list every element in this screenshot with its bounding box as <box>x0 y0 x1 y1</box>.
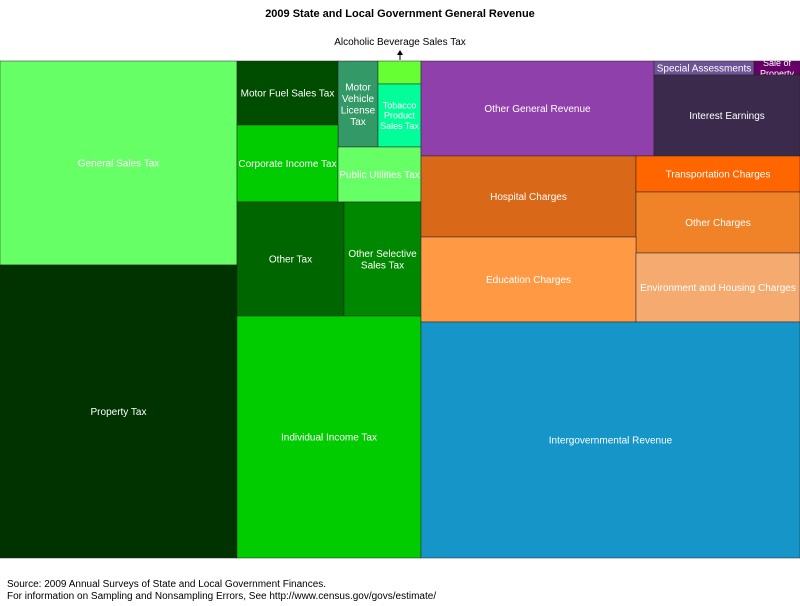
tile-rect <box>236 124 339 203</box>
tile-rect <box>236 315 422 559</box>
tile-rect <box>377 83 422 148</box>
tile-label: Interest Earnings <box>689 111 765 122</box>
tile-tobacco-product-sales-tax: Tobacco Product Sales Tax <box>377 83 422 148</box>
tile-motor-fuel-sales-tax: Motor Fuel Sales Tax <box>236 60 339 126</box>
tile-hospital-charges: Hospital Charges <box>420 155 637 238</box>
tile-label: Education Charges <box>486 275 571 286</box>
tile-label: Other General Revenue <box>484 104 591 115</box>
tile-motor-vehicle-license-tax: Motor Vehicle License Tax <box>337 60 379 148</box>
tile-label: Environment and Housing Charges <box>640 283 796 294</box>
tile-label: Corporate Income Tax <box>238 159 336 170</box>
tile-corporate-income-tax: Corporate Income Tax <box>236 124 339 203</box>
tile-intergovernmental-revenue: Intergovernmental Revenue <box>420 321 800 559</box>
tile-rect <box>420 236 637 323</box>
tile-label: Sale of Property <box>760 58 795 78</box>
tile-label: Other Charges <box>685 218 751 229</box>
tile-rect <box>343 201 422 317</box>
tile-other-selective-sales-tax: Other Selective Sales Tax <box>343 201 422 317</box>
tile-interest-earnings: Interest Earnings <box>653 74 800 157</box>
tile-other-tax: Other Tax <box>236 201 345 317</box>
tile-label: Special Assessments <box>657 64 752 75</box>
treemap-chart: General Sales Tax Property Tax Motor Fuel … <box>0 37 800 559</box>
tile-rect <box>377 60 422 85</box>
alcoholic-beverage-callout: Alcoholic Beverage Sales Tax <box>334 37 466 60</box>
tile-general-sales-tax: General Sales Tax <box>0 60 238 266</box>
tile-rect <box>635 155 800 193</box>
tile-rect <box>653 74 800 157</box>
tile-individual-income-tax: Individual Income Tax <box>236 315 422 559</box>
callout-label: Alcoholic Beverage Sales Tax <box>334 37 466 48</box>
tile-label: Individual Income Tax <box>281 433 377 444</box>
tile-label: Hospital Charges <box>490 192 567 203</box>
tile-other-charges: Other Charges <box>635 191 800 254</box>
tile-rect <box>420 321 800 559</box>
tile-education-charges: Education Charges <box>420 236 637 323</box>
tile-rect <box>0 264 238 559</box>
tile-public-utilities-tax: Public Utilities Tax <box>337 146 422 203</box>
tile-alcoholic-beverage-sales-tax <box>377 60 422 85</box>
tile-rect <box>236 201 345 317</box>
footer: Source: 2009 Annual Surveys of State and… <box>7 579 436 603</box>
tile-label: Property Tax <box>91 407 147 418</box>
tile-rect <box>635 252 800 323</box>
tile-transportation-charges: Transportation Charges <box>635 155 800 193</box>
tile-rect <box>420 155 637 238</box>
tile-rect <box>0 60 238 266</box>
tile-special-assessments: Special Assessments <box>653 60 755 76</box>
tile-environment-and-housing-charges: Environment and Housing Charges <box>635 252 800 323</box>
tile-label: Other Tax <box>269 255 312 266</box>
tile-label: Motor Vehicle License Tax <box>341 82 376 128</box>
tile-label: Other Selective Sales Tax <box>348 249 417 272</box>
tile-label: Public Utilities Tax <box>339 170 419 181</box>
tile-label: Transportation Charges <box>666 170 771 181</box>
tile-rect <box>635 191 800 254</box>
tile-label: Motor Fuel Sales Tax <box>241 89 335 100</box>
tile-label: General Sales Tax <box>78 159 160 170</box>
chart-title: 2009 State and Local Government General … <box>265 8 535 20</box>
footer-source: Source: 2009 Annual Surveys of State and… <box>7 579 327 590</box>
tile-property-tax: Property Tax <box>0 264 238 559</box>
callout-arrow-head <box>397 50 403 55</box>
tile-rect <box>337 146 422 203</box>
tile-other-general-revenue: Other General Revenue <box>420 60 655 157</box>
tile-label: Intergovernmental Revenue <box>549 436 673 447</box>
footer-note: For information on Sampling and Nonsampl… <box>7 591 437 602</box>
tile-label: Tobacco Product Sales Tax <box>380 100 419 131</box>
